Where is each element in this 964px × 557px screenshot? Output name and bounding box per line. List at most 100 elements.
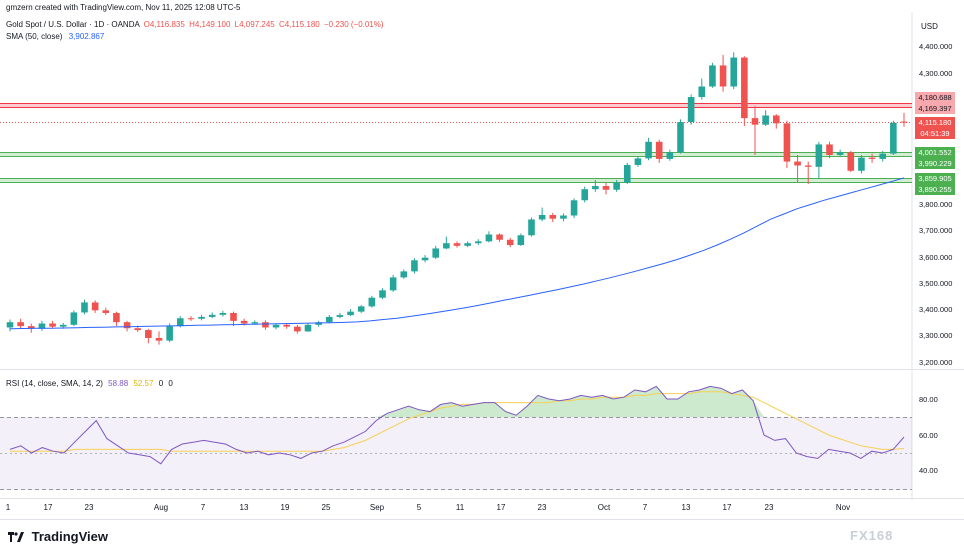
candle-body [294, 326, 301, 332]
candle-body [336, 315, 344, 317]
ohlc-legend: Gold Spot / U.S. Dollar · 1D · OANDA O4,… [6, 20, 384, 29]
candle-body [123, 322, 131, 329]
candle-body [421, 257, 429, 261]
candle-body [379, 290, 386, 298]
x-tick-label: 23 [764, 503, 774, 512]
candle-body [17, 322, 24, 327]
symbol-title: Gold Spot / U.S. Dollar · 1D · OANDA [6, 20, 140, 29]
candle-body [794, 161, 801, 166]
candle-body [283, 324, 291, 327]
candle-body [166, 326, 173, 341]
change-value: −0.230 (−0.01%) [323, 20, 384, 29]
resistance-top-tag: 4,180.688 [915, 92, 955, 103]
candle-body [762, 115, 769, 125]
x-tick-label: 13 [681, 503, 691, 512]
candle-body [741, 57, 748, 119]
candle-body [145, 330, 152, 338]
x-tick-label: 19 [280, 503, 290, 512]
candle-body [187, 318, 195, 320]
candle-body [411, 260, 418, 272]
tv-logo-icon [8, 530, 24, 542]
candle-body [240, 320, 248, 324]
y-tick-label: 3,200.000 [919, 358, 953, 367]
candle-body [602, 186, 610, 190]
created-by-text: gmzern created with TradingView.com, Nov… [6, 3, 241, 12]
candle-body [389, 277, 397, 291]
rsi-extra-1: 0 [158, 379, 164, 388]
rsi-value: 58.88 [108, 379, 129, 388]
candle-body [506, 239, 514, 246]
candle-body [325, 316, 333, 323]
rsi-tick-label: 80.00 [919, 395, 938, 404]
rsi-line [9, 385, 905, 465]
candles [6, 52, 908, 345]
candle-body [155, 337, 163, 341]
y-tick-label: 3,800.000 [919, 200, 953, 209]
candle-body [400, 271, 408, 278]
y-tick-label: 3,300.000 [919, 331, 953, 340]
rsi-extra-2: 0 [168, 379, 173, 388]
candle-body [230, 312, 237, 321]
rsi-tick-label: 60.00 [919, 431, 938, 440]
candle-body [826, 144, 833, 155]
candle-body [592, 186, 599, 190]
x-tick-label: 23 [84, 503, 94, 512]
tradingview-logo[interactable]: TradingView [8, 529, 108, 544]
candle-body [49, 323, 56, 327]
close-value: C4,115.180 [278, 20, 320, 29]
candle-body [496, 234, 503, 240]
candle-body [815, 144, 823, 167]
x-tick-label: 5 [416, 503, 422, 512]
candle-body [208, 314, 216, 317]
candle-body [315, 322, 322, 325]
x-tick-label: 17 [722, 503, 732, 512]
x-tick-label: Oct [597, 503, 611, 512]
candle-body [262, 322, 269, 328]
x-tick-label: 13 [239, 503, 249, 512]
x-tick-label: 23 [537, 503, 547, 512]
watermark-logo: FX168 [850, 528, 894, 543]
candle-body [347, 311, 354, 316]
y-tick-label: 3,600.000 [919, 253, 953, 262]
last-price-tag: 4,115.180 [915, 117, 955, 128]
candle-body [538, 215, 546, 220]
candle-body [113, 312, 120, 323]
x-tick-label: 7 [642, 503, 648, 512]
candle-body [613, 182, 620, 190]
support2-bottom-tag: 3,890.255 [915, 184, 955, 195]
countdown-tag: 04:51:39 [915, 128, 955, 139]
candle-body [804, 165, 812, 167]
candle-body [730, 57, 738, 87]
candle-body [655, 141, 663, 159]
candle-body [6, 322, 14, 328]
rsi-label: RSI (14, close, SMA, 14, 2) [6, 379, 103, 388]
candle-body [272, 324, 280, 328]
candle-body [623, 164, 631, 183]
candle-body [719, 65, 727, 87]
rsi-ma-line [10, 391, 905, 452]
support1-top-tag: 4,001.552 [915, 147, 955, 158]
candle-body [368, 297, 376, 307]
candle-body [868, 157, 876, 159]
candle-body [38, 323, 46, 329]
x-tick-label: 7 [200, 503, 206, 512]
y-tick-label: 3,700.000 [919, 226, 953, 235]
tradingview-brand: TradingView [31, 529, 108, 544]
candle-body [687, 97, 695, 123]
candle-body [666, 152, 674, 159]
footer-bar: TradingView FX168 [0, 519, 964, 557]
candle-body [890, 122, 897, 154]
high-value: H4,149.100 [189, 20, 231, 29]
support1-bottom-tag: 3,990.229 [915, 158, 955, 169]
candle-body [677, 122, 684, 153]
sma-value: 3,902.867 [68, 32, 105, 41]
candle-body [70, 312, 78, 325]
candle-body [847, 152, 855, 171]
candle-body [464, 243, 471, 246]
sma-line [9, 177, 905, 330]
candle-body [81, 302, 88, 313]
candle-body [836, 152, 844, 155]
candle-body [581, 189, 589, 201]
candle-body [198, 316, 205, 319]
candle-body [858, 157, 865, 171]
